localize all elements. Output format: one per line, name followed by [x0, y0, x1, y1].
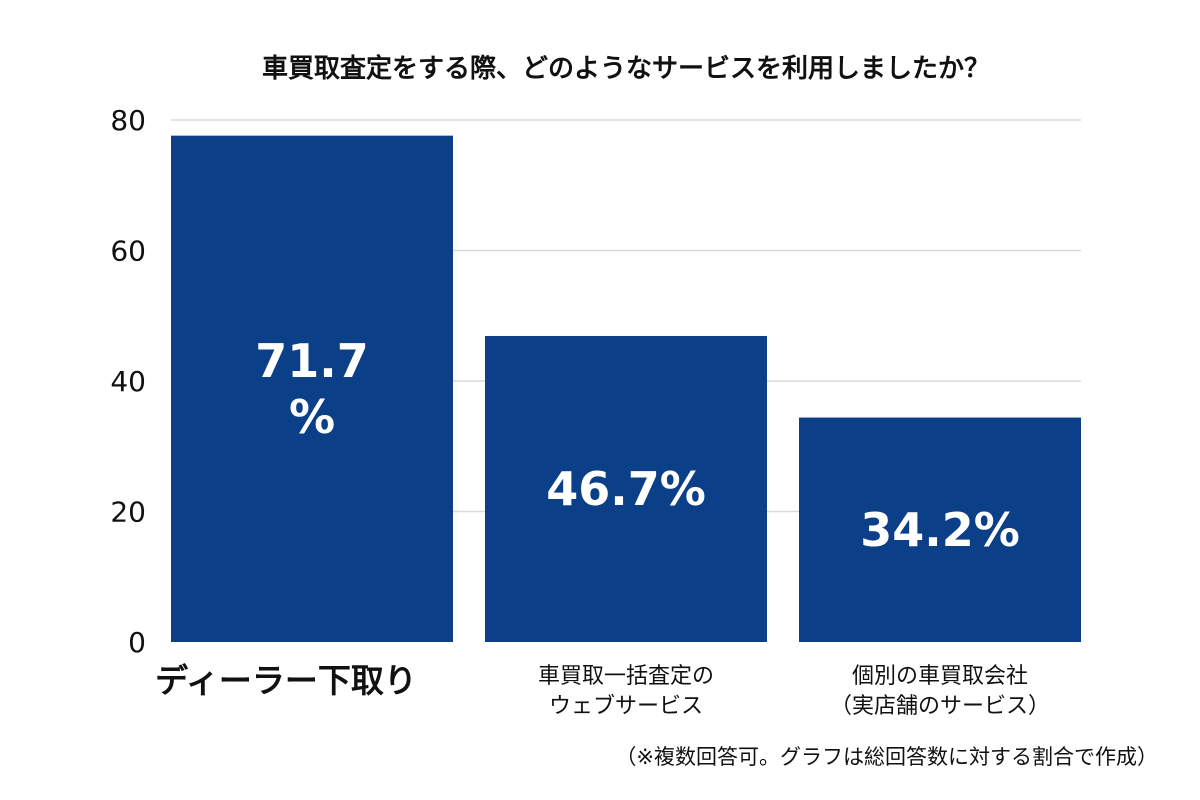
y-axis-ticks: 0 20 40 60 80 — [110, 104, 146, 659]
y-tick-label: 40 — [110, 365, 146, 398]
y-tick-label: 80 — [110, 104, 146, 137]
x-tick-label: ディーラー下取り — [155, 661, 417, 700]
bar — [799, 417, 1081, 642]
data-label: 46.7% — [546, 462, 706, 516]
y-tick-label: 60 — [110, 235, 146, 268]
x-tick-label: 個別の車買取会社（実店舗のサービス） — [830, 664, 1050, 719]
bar — [171, 135, 453, 642]
chart-footnote: （※複数回答可。グラフは総回答数に対する割合で作成） — [615, 745, 1158, 769]
bars — [171, 135, 1081, 642]
y-tick-label: 20 — [110, 496, 146, 529]
chart-title: 車買取査定をする際、どのようなサービスを利用しましたか？ — [262, 53, 990, 84]
data-labels: 71.7 % 46.7% 34.2% — [255, 334, 1020, 557]
category-labels: ディーラー下取り 車買取一括査定のウェブサービス 個別の車買取会社（実店舗のサービス… — [155, 661, 1050, 719]
x-tick-label: 車買取一括査定のウェブサービス — [538, 664, 714, 719]
y-tick-label: 0 — [128, 626, 146, 659]
data-label: 71.7% — [255, 334, 369, 444]
data-label: 34.2% — [860, 503, 1020, 557]
bar — [485, 335, 767, 642]
